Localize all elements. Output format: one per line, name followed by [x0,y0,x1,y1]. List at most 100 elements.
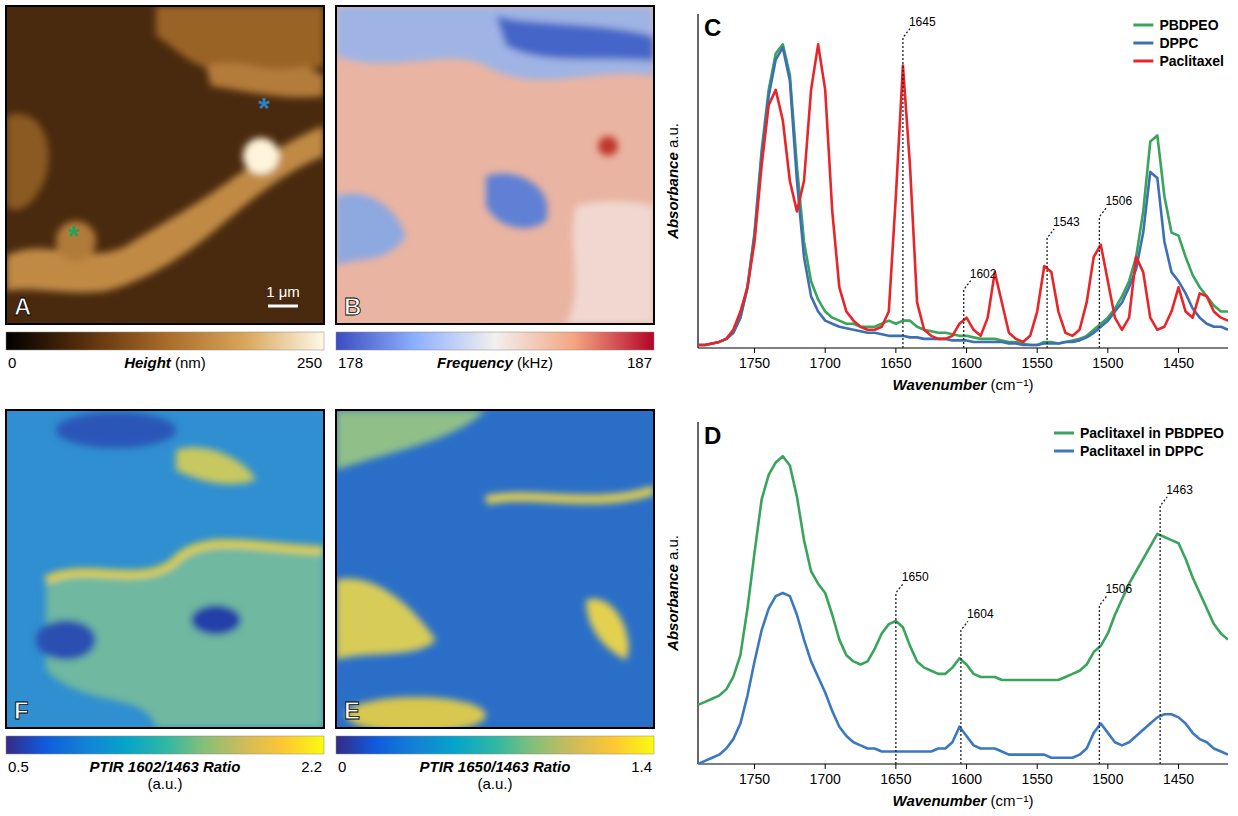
peak-label: 1604 [967,607,994,621]
image-feature [486,173,548,228]
x-tick [754,764,755,769]
x-tick-label: 1700 [810,355,841,371]
colorbar [336,736,654,754]
legend-label: PBDPEO [1159,17,1218,33]
colorbar-min: 178 [338,354,363,371]
x-tick [754,348,755,353]
legend-label: Paclitaxel [1159,53,1224,69]
colorbar-max: 187 [627,354,652,371]
figure: **1 μmA0250Height (nm)B178187Frequency (… [0,0,1238,816]
x-tick [966,348,967,353]
colorbar-max: 1.4 [631,758,652,775]
image-feature [191,605,241,635]
image-content [336,6,654,324]
colorbar-min: 0.5 [8,758,29,775]
x-tick [1178,348,1179,353]
x-axis [698,347,1228,348]
peak-marker [1099,596,1106,764]
image-feature [598,136,618,156]
peak-marker [964,281,971,348]
legend-label: DPPC [1159,35,1198,51]
image-feature [336,6,654,80]
image-feature [336,578,436,660]
image-background [336,6,654,324]
colorbar-min: 0 [338,758,346,775]
x-tick-label: 1700 [810,771,841,787]
image-background [6,410,324,728]
colorbar [6,736,324,754]
y-axis-title-emphasis: Absorbance [664,564,681,652]
peak-label: 1506 [1105,582,1132,596]
scale-bar [268,305,298,308]
colorbar-label: Frequency (kHz) [437,354,553,371]
y-axis [697,422,698,764]
colorbar-label-rest: (a.u.) [147,775,182,792]
x-tick-label: 1450 [1163,771,1194,787]
image-feature [566,202,654,324]
panel-letter: C [704,14,721,41]
image-features [336,6,654,324]
colorbar-label-emphasis: PTIR 1602/1463 Ratio [90,758,241,775]
x-tick-label: 1600 [951,355,982,371]
peak-label: 1543 [1053,215,1080,229]
legend: Paclitaxel in PBDPEO Paclitaxel in DPPC [1054,425,1224,459]
legend-label: Paclitaxel in DPPC [1080,443,1204,459]
legend-swatch [1133,24,1153,27]
legend: PBDPEO DPPC Paclitaxel [1133,17,1224,69]
y-axis-title: Absorbance a.u. [664,123,681,240]
x-axis [698,763,1228,764]
colorbar-label-rest: (kHz) [513,354,553,371]
peak-marker [961,621,968,764]
colorbar-label: Height (nm) [124,354,206,371]
legend-swatch [1133,60,1153,63]
location-marker: * [258,91,270,124]
panel-letter: E [344,697,360,724]
x-tick-label: 1500 [1092,771,1123,787]
panel-frame [6,410,324,728]
colorbar-max: 250 [297,354,322,371]
colorbar-label-emphasis: Height [124,354,172,371]
image-panel: E [336,410,654,733]
peak-marker [1160,497,1167,764]
x-tick [1178,764,1179,769]
x-tick-label: 1500 [1092,355,1123,371]
series-group [698,44,1228,345]
spectrum-line [698,44,1228,345]
colorbar-label: PTIR 1650/1463 Ratio(a.u.) [420,758,571,792]
y-axis [697,14,698,348]
image-feature [6,114,49,210]
scale-bar-label: 1 μm [266,283,300,300]
image-feature [336,193,406,266]
image-feature [6,126,324,292]
series-group [698,456,1228,764]
location-marker: * [67,219,79,252]
legend-swatch [1133,42,1153,45]
image-feature [46,543,324,580]
peak-label: 1650 [902,570,929,584]
x-tick [966,764,967,769]
colorbar-label: PTIR 1602/1463 Ratio(a.u.) [90,758,241,792]
peak-label: 1463 [1166,483,1193,497]
peak-marker [903,29,910,348]
panel-letter: B [344,293,361,320]
x-tick-label: 1750 [739,771,770,787]
x-tick-label: 1650 [880,355,911,371]
panel-letter: D [704,422,721,449]
image-feature [586,599,629,660]
colorbar-label-rest: (a.u.) [477,775,512,792]
peak-label: 1506 [1105,194,1132,208]
x-tick-label: 1600 [951,771,982,787]
image-feature [176,447,256,484]
colorbar-label-rest: (nm) [171,354,206,371]
spectrum-line [698,456,1228,705]
image-content [6,6,324,324]
peak-marker [1047,229,1054,348]
x-tick-label: 1550 [1022,355,1053,371]
colorbar [6,332,324,350]
image-panel: F [6,410,324,728]
spectrum-chart: 1750170016501600155015001450Wavenumber (… [664,422,1228,809]
image-features [336,410,654,728]
legend-label: Paclitaxel in PBDPEO [1080,425,1224,441]
colorbar [336,332,654,350]
x-tick-label: 1650 [880,771,911,787]
